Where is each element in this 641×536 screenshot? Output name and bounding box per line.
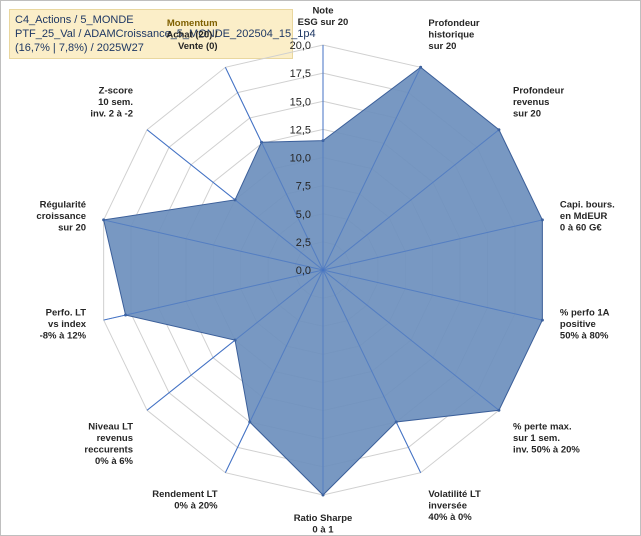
chart-title-box: C4_Actions / 5_MONDE PTF_25_Val / ADAMCr… [9, 9, 316, 59]
r-tick-label: 15,0 [290, 96, 311, 108]
axis-spoke-overlay-11 [103, 269, 324, 321]
axis-spoke-overlay-14 [224, 67, 324, 271]
r-tick-label: 0,0 [296, 265, 311, 277]
axis-label-13: Z-score 10 sem. inv. 2 à -2 [90, 85, 133, 119]
axis-label-14: Momentum Achat (20) / Vente (0) [166, 18, 218, 52]
axis-spoke-overlay-5 [322, 269, 543, 321]
axis-label-3: Profondeur revenus sur 20 [513, 85, 564, 119]
axis-spoke-overlay-2 [322, 67, 422, 271]
axis-spoke-overlay-3 [322, 129, 500, 271]
axis-label-10: Niveau LT revenus reccurents 0% à 6% [84, 422, 133, 468]
axis-label-7: Volatilité LT inversée 40% à 0% [428, 489, 481, 523]
r-tick-label: 5,0 [296, 209, 311, 221]
title-line-1: C4_Actions / 5_MONDE [15, 14, 134, 26]
axis-label-9: Rendement LT 0% à 20% [152, 489, 218, 512]
axis-label-11: Perfo. LT vs index -8% à 12% [40, 308, 87, 342]
r-tick-label: 12,5 [290, 124, 311, 136]
axis-spoke-overlay-4 [322, 219, 543, 271]
axis-label-12: Régularité croissance sur 20 [36, 199, 86, 233]
axis-spoke-overlay-7 [322, 269, 422, 473]
axis-spoke-overlay-10 [146, 269, 324, 411]
axis-label-6: % perte max. sur 1 sem. inv. 50% à 20% [513, 422, 580, 456]
axis-spoke-overlay-6 [322, 269, 500, 411]
r-tick-label: 17,5 [290, 68, 311, 80]
axis-label-1: Note ESG sur 20 [298, 6, 349, 29]
axis-spoke-overlay-9 [224, 269, 324, 473]
title-line-2: PTF_25_Val / ADAMCroissance_5_MONDE_2025… [15, 28, 316, 40]
axis-label-4: Capi. bours. en MdEUR 0 à 60 G€ [560, 199, 615, 233]
axis-label-8: Ratio Sharpe 0 à 1 [294, 513, 353, 536]
axis-label-2: Profondeur historique sur 20 [428, 18, 479, 52]
axis-label-5: % perfo 1A positive 50% à 80% [560, 308, 610, 342]
r-tick-label: 10,0 [290, 153, 311, 165]
axis-spoke-overlay-13 [146, 129, 324, 271]
r-tick-label: 20,0 [290, 40, 311, 52]
title-line-3: (16,7% | 7,8%) / 2025W27 [15, 42, 144, 54]
r-tick-label: 2,5 [296, 237, 311, 249]
r-tick-label: 7,5 [296, 181, 311, 193]
axis-spoke-overlay-12 [103, 219, 324, 271]
